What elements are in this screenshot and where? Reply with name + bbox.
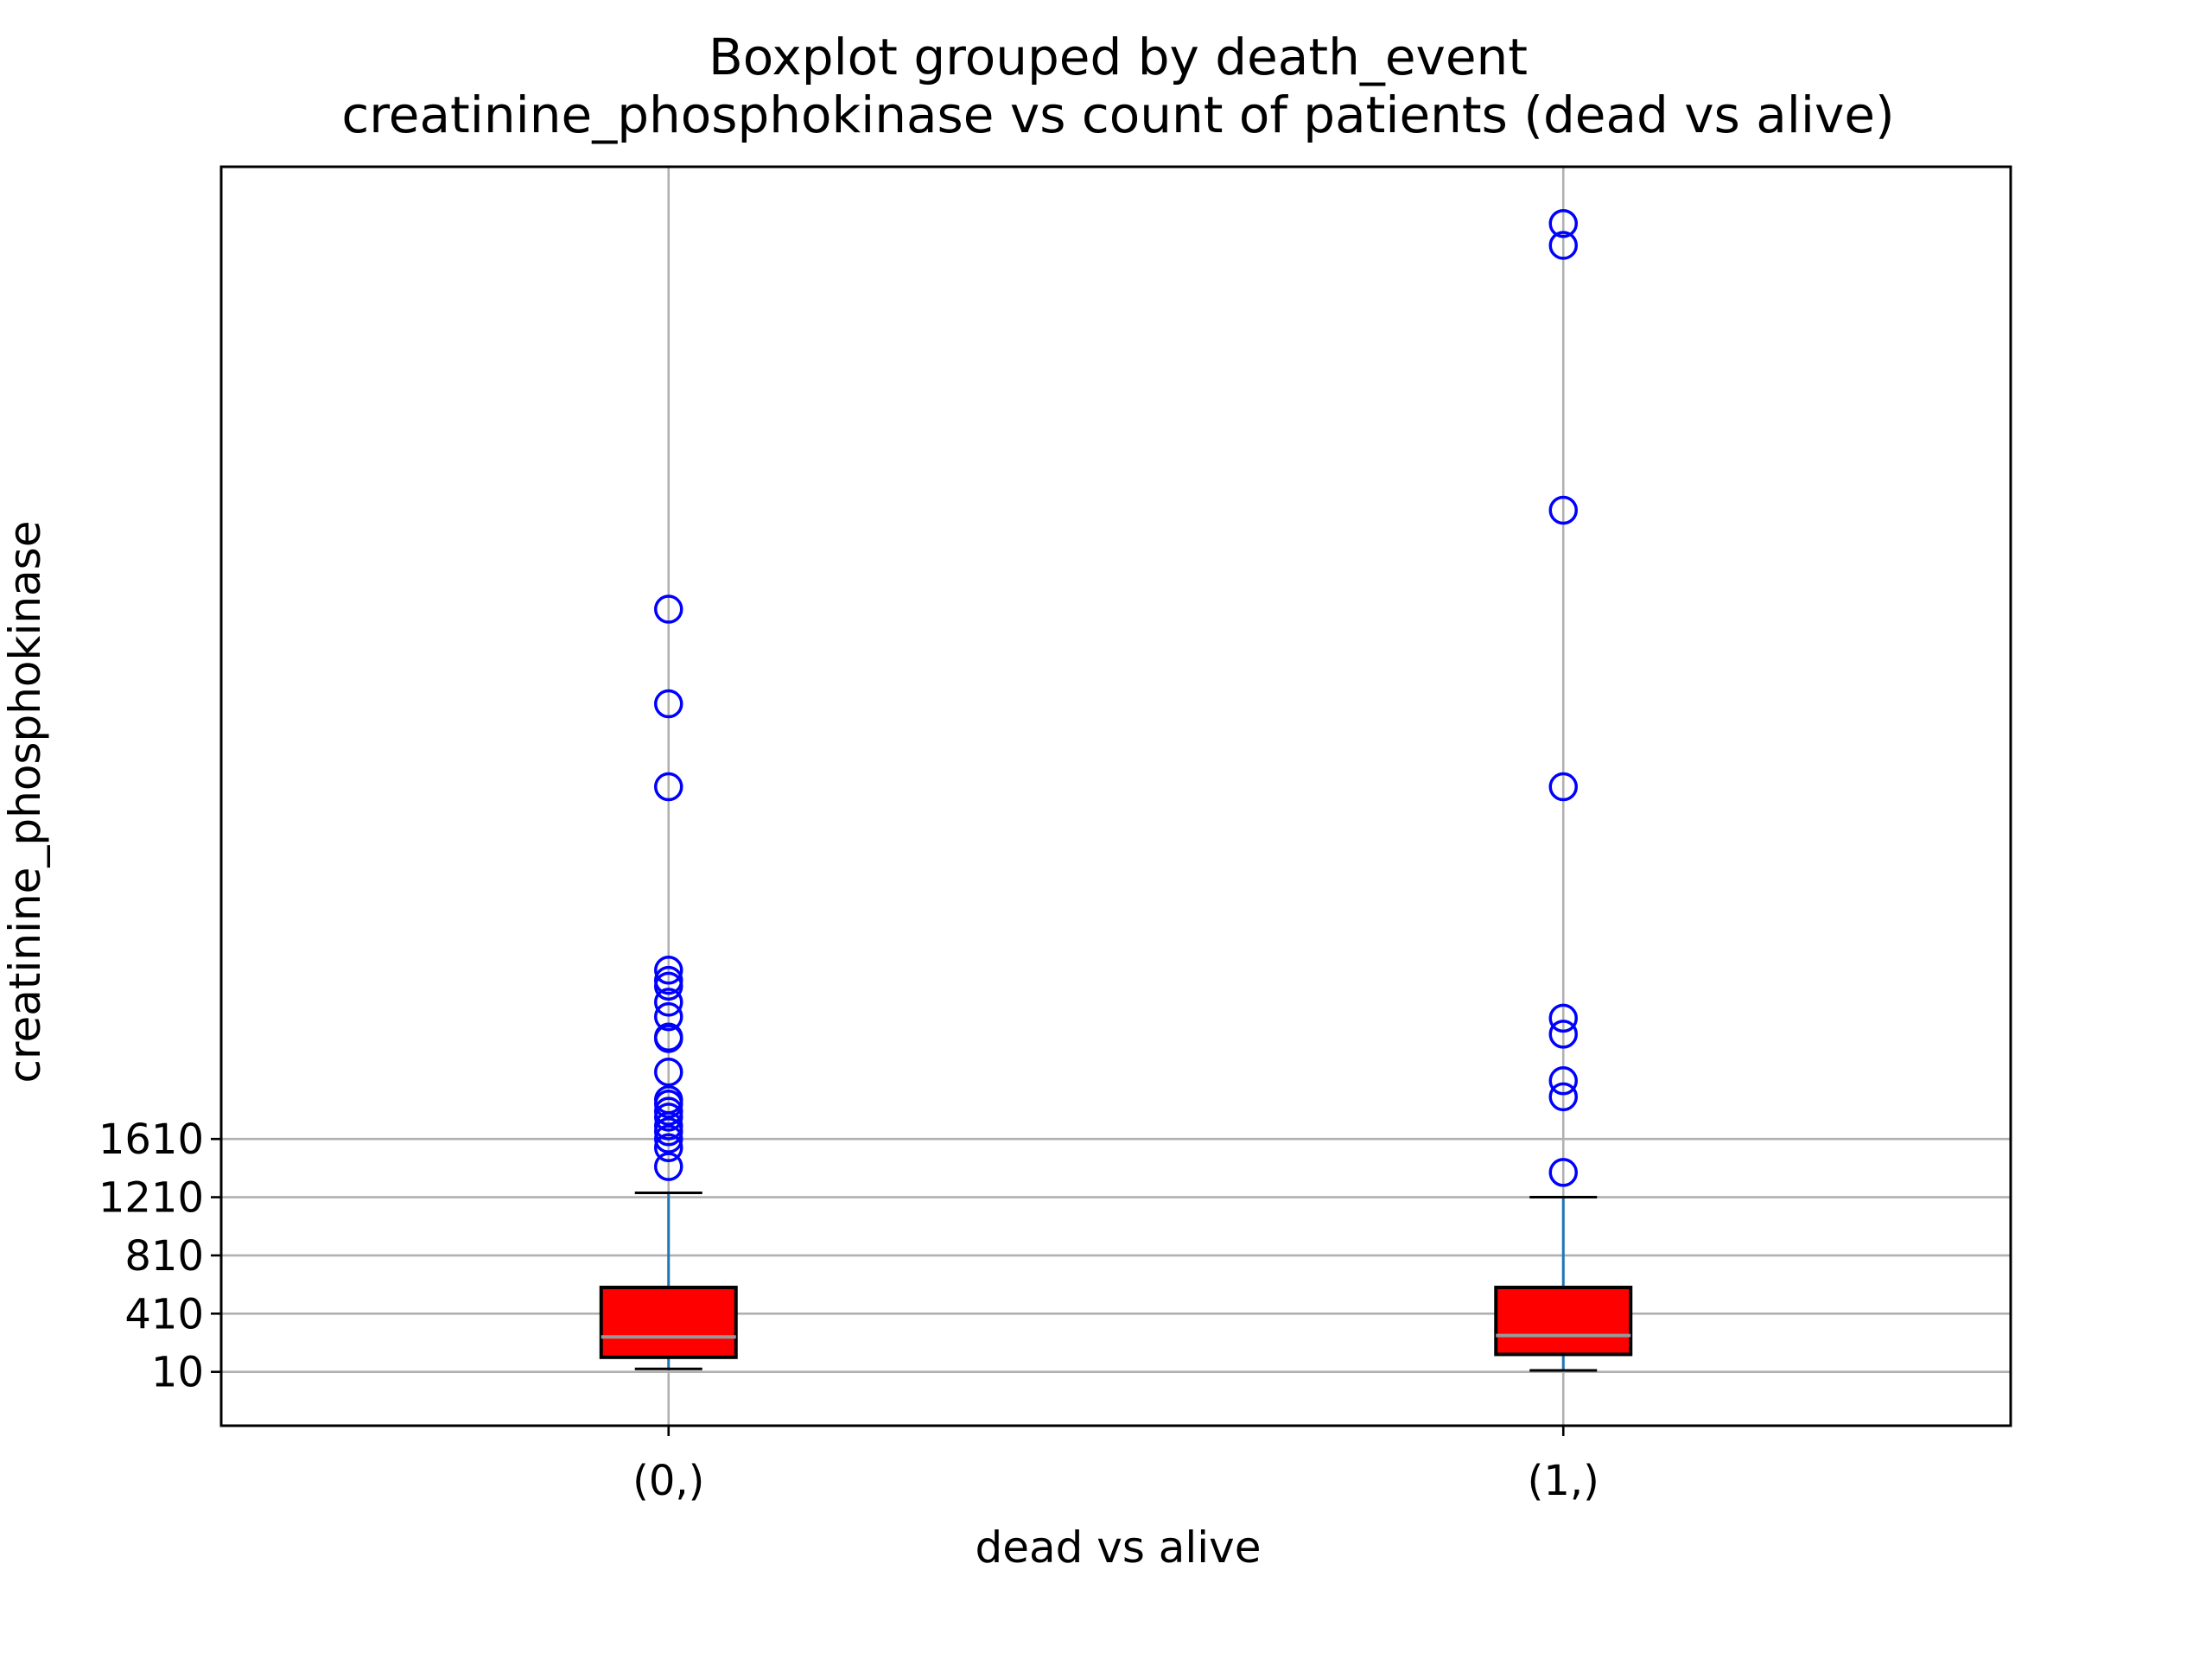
outlier-point	[654, 956, 683, 985]
outlier-point	[654, 1133, 683, 1163]
chart-subtitle: creatinine_phosphokinase vs count of pat…	[341, 86, 1894, 144]
iqr-box	[599, 1285, 738, 1359]
outlier-point	[654, 965, 683, 995]
outlier-point	[1548, 772, 1578, 802]
y-tick-label: 410	[124, 1290, 204, 1338]
box-group-1	[1494, 208, 1633, 1372]
x-axis-label: dead vs alive	[975, 1522, 1261, 1573]
outlier-point	[654, 1001, 683, 1032]
outlier-point	[654, 1084, 683, 1115]
outlier-point	[1548, 1066, 1578, 1096]
outlier-point	[654, 1124, 683, 1154]
plot-area-frame	[219, 165, 2012, 1427]
outlier-point	[654, 1022, 683, 1052]
outlier-point	[654, 1057, 683, 1087]
x-axis-ticks: (0,) (1,)	[632, 1426, 1599, 1505]
outlier-point	[1548, 1082, 1578, 1112]
y-tick-label: 1610	[99, 1116, 204, 1164]
y-tick-label: 10	[151, 1349, 204, 1397]
outlier-point	[1548, 1003, 1578, 1033]
y-axis-ticks: 10 410 810 1210 1610	[99, 1116, 221, 1397]
x-tick-label: (0,)	[632, 1457, 704, 1505]
box-group-0	[599, 594, 738, 1370]
outlier-point	[1548, 1158, 1578, 1187]
outlier-point	[654, 772, 683, 802]
outlier-point	[1548, 231, 1578, 260]
outlier-point	[1548, 1020, 1578, 1049]
y-tick-label: 810	[124, 1232, 204, 1281]
outlier-point	[654, 1096, 683, 1126]
iqr-box	[1494, 1285, 1633, 1357]
box-series	[599, 208, 1633, 1372]
outlier-point	[654, 1152, 683, 1181]
grid-lines	[221, 167, 2011, 1426]
x-tick-label: (1,)	[1528, 1457, 1599, 1505]
outlier-point	[1548, 208, 1578, 238]
outlier-point	[654, 988, 683, 1017]
outlier-point	[654, 689, 683, 719]
outlier-point	[654, 594, 683, 624]
y-tick-label: 1210	[99, 1174, 204, 1223]
chart-title: Boxplot grouped by death_event	[709, 28, 1528, 86]
outlier-point	[1548, 495, 1578, 525]
y-axis-label: creatinine_phosphokinase	[0, 521, 50, 1084]
